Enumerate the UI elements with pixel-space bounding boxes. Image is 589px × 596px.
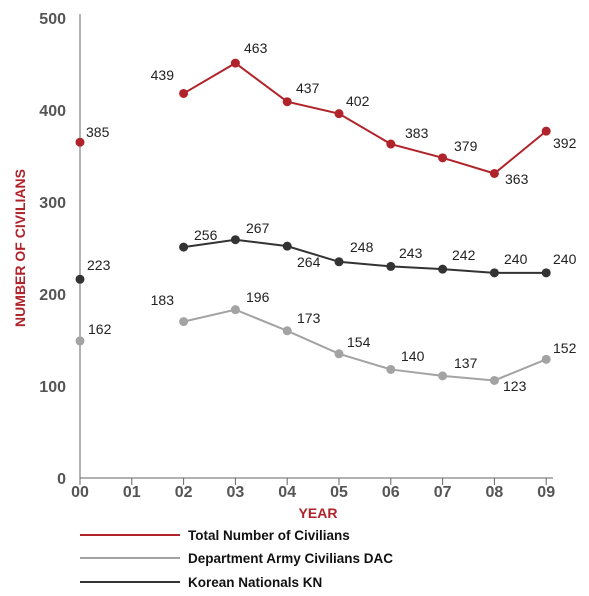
x-tick-label: 02 xyxy=(175,484,193,501)
legend-item: Department Army Civilians DAC xyxy=(80,551,393,566)
data-label: 183 xyxy=(151,292,175,308)
data-point xyxy=(179,317,189,327)
data-point xyxy=(489,168,499,178)
data-point xyxy=(334,109,344,119)
data-point xyxy=(334,349,344,359)
data-point xyxy=(489,268,499,278)
data-point xyxy=(230,58,240,68)
legend-item: Korean Nationals KN xyxy=(80,575,322,590)
y-tick-label: 300 xyxy=(39,195,66,212)
x-tick-label: 06 xyxy=(382,484,400,501)
data-point xyxy=(179,88,189,98)
data-label: 385 xyxy=(86,124,110,140)
series-line xyxy=(183,61,547,175)
y-tick-label: 200 xyxy=(39,287,66,304)
data-label: 363 xyxy=(505,171,529,187)
series-line xyxy=(183,308,547,382)
y-ticks: 0 100 200 300 400 500 xyxy=(39,11,66,488)
data-label: 137 xyxy=(454,355,478,371)
data-point xyxy=(541,354,551,364)
data-label: 437 xyxy=(296,80,320,96)
x-tick-label: 05 xyxy=(330,484,348,501)
data-point xyxy=(386,261,396,271)
data-point xyxy=(438,371,448,381)
data-point xyxy=(230,305,240,315)
x-tick-label: 03 xyxy=(227,484,245,501)
data-label: 463 xyxy=(244,40,268,56)
data-point xyxy=(489,375,499,385)
series-0: 385 439 463 437 402 383 379 363 392 xyxy=(75,40,577,187)
data-label: 248 xyxy=(350,239,374,255)
y-axis-title: NUMBER OF CIVILIANS xyxy=(12,169,28,327)
data-label: 383 xyxy=(405,125,429,141)
data-label: 243 xyxy=(399,245,423,261)
data-point xyxy=(438,264,448,274)
data-label: 140 xyxy=(401,348,425,364)
x-tick-label: 08 xyxy=(486,484,504,501)
data-label: 392 xyxy=(553,135,577,151)
data-label: 123 xyxy=(503,378,527,394)
data-point xyxy=(75,336,85,346)
data-point xyxy=(230,235,240,245)
data-point xyxy=(179,242,189,252)
data-point xyxy=(75,274,85,284)
y-tick-label: 500 xyxy=(39,11,66,28)
data-label: 242 xyxy=(452,247,476,263)
data-point xyxy=(541,268,551,278)
legend-label: Total Number of Civilians xyxy=(188,528,350,543)
data-point xyxy=(386,364,396,374)
series-1: 162 183 196 173 154 140 137 123 152 xyxy=(75,289,577,394)
x-ticks: 00 01 02 03 04 05 06 07 08 09 xyxy=(71,478,555,501)
data-point xyxy=(334,257,344,267)
legend-item: Total Number of Civilians xyxy=(80,528,350,543)
data-label: 162 xyxy=(88,321,112,337)
x-tick-label: 09 xyxy=(537,484,555,501)
data-point xyxy=(386,139,396,149)
data-point xyxy=(282,326,292,336)
data-label: 240 xyxy=(504,251,528,267)
data-label: 256 xyxy=(194,227,218,243)
series-2: 223 256 267 264 248 243 242 240 240 xyxy=(75,220,577,284)
data-label: 240 xyxy=(553,251,577,267)
legend: Total Number of Civilians Department Army… xyxy=(80,528,393,590)
y-tick-label: 0 xyxy=(57,471,66,488)
data-label: 439 xyxy=(151,67,175,83)
data-point xyxy=(438,153,448,163)
data-point xyxy=(282,241,292,251)
data-point xyxy=(75,137,85,147)
x-tick-label: 07 xyxy=(434,484,452,501)
axes xyxy=(79,14,553,479)
data-label: 379 xyxy=(454,138,478,154)
x-tick-label: 01 xyxy=(123,484,141,501)
x-tick-label: 04 xyxy=(278,484,296,501)
y-tick-label: 100 xyxy=(39,379,66,396)
data-label: 264 xyxy=(297,254,321,270)
legend-label: Korean Nationals KN xyxy=(188,575,322,590)
series-line xyxy=(183,238,547,274)
x-axis-title: YEAR xyxy=(299,505,338,521)
data-point xyxy=(282,97,292,107)
data-label: 154 xyxy=(347,334,371,350)
data-label: 196 xyxy=(246,289,270,305)
data-label: 267 xyxy=(246,220,270,236)
x-tick-label: 00 xyxy=(71,484,89,501)
data-point xyxy=(541,126,551,136)
legend-label: Department Army Civilians DAC xyxy=(188,551,393,566)
data-label: 152 xyxy=(553,340,577,356)
y-tick-label: 400 xyxy=(39,103,66,120)
data-label: 173 xyxy=(297,310,321,326)
data-label: 223 xyxy=(87,257,111,273)
data-label: 402 xyxy=(346,93,370,109)
